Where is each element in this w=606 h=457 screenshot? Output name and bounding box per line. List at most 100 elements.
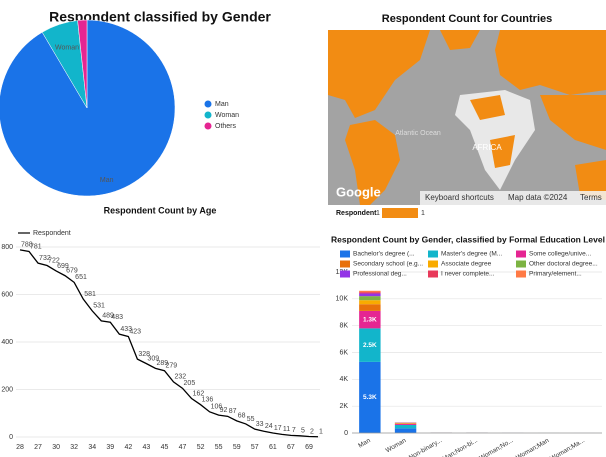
x-tick-label: 34: [88, 444, 96, 451]
slice-label: Man: [100, 177, 114, 184]
data-label: 92: [220, 407, 228, 414]
data-label: 162: [193, 390, 205, 397]
legend-label: Bachelor's degree (...: [353, 251, 415, 258]
x-tick-label: 67: [287, 444, 295, 451]
y-tick-label: 4K: [339, 376, 348, 383]
x-tick-label: Man;Non-bi...: [442, 437, 479, 457]
bar-segment: [359, 300, 381, 305]
x-tick-label: 42: [124, 444, 132, 451]
data-label: 87: [229, 408, 237, 415]
line: [19, 249, 319, 438]
data-label: 232: [175, 374, 187, 381]
data-label: 11: [283, 426, 290, 433]
attribution[interactable]: Keyboard shortcuts: [425, 193, 494, 202]
legend-swatch: [340, 250, 350, 258]
bar-segment: [359, 310, 381, 329]
legend-swatch: [340, 270, 350, 278]
color-scale: [382, 208, 418, 218]
bar-segment: [359, 293, 381, 297]
land: [490, 135, 515, 168]
data-label: 2.5K: [363, 342, 377, 349]
data-label: 483: [111, 314, 123, 321]
pie-slice: [77, 19, 88, 109]
bar-segment: [359, 361, 381, 433]
x-tick-label: 52: [197, 444, 205, 451]
legend-label: Master's degree (M...: [441, 251, 502, 258]
data-label: 289: [156, 360, 168, 367]
legend-swatch: [340, 260, 350, 268]
bar-segment: [394, 423, 417, 425]
data-label: 679: [66, 268, 78, 275]
land: [440, 30, 480, 50]
legend-swatch: [428, 270, 438, 278]
legend-swatch: [516, 250, 526, 258]
x-tick-label: 32: [70, 444, 78, 451]
data-label: 106: [211, 404, 223, 411]
legend-label: Some college/unive...: [529, 251, 591, 258]
land: [328, 30, 430, 118]
x-tick-label: 28: [16, 444, 24, 451]
x-tick-label: 59: [233, 444, 241, 451]
y-tick-label: 0: [9, 434, 13, 441]
x-tick-label: 47: [179, 444, 187, 451]
bar-segment: [394, 423, 417, 424]
data-label: 788: [21, 242, 33, 249]
data-label: 722: [48, 257, 60, 264]
bar-segment: [394, 428, 417, 433]
data-label: 489: [102, 313, 114, 320]
y-tick-label: 0: [344, 430, 348, 437]
data-label: 699: [57, 263, 69, 270]
land: [495, 30, 606, 95]
legend-swatch: [204, 100, 212, 108]
attribution[interactable]: Terms: [580, 193, 602, 202]
x-tick-label: Woman;Ma...: [549, 437, 586, 457]
y-tick-label: 6K: [339, 349, 348, 356]
legend-label: Secondary school (e.g...: [353, 261, 423, 268]
legend-swatch: [516, 260, 526, 268]
region-label: AFRICA: [472, 143, 502, 152]
x-tick-label: 30: [52, 444, 60, 451]
x-tick-label: 27: [34, 444, 42, 451]
y-tick-label: 10K: [336, 296, 349, 303]
bar-segment: [394, 424, 417, 429]
data-label: 423: [129, 328, 141, 335]
legend-title: Respondent: [336, 210, 377, 217]
data-label: 17: [274, 425, 282, 432]
x-tick-label: 69: [305, 444, 313, 451]
data-label: 33: [256, 421, 264, 428]
attribution: Map data ©2024: [508, 193, 568, 202]
slice-label: Woman: [55, 45, 79, 52]
land: [345, 120, 400, 205]
data-label: 531: [93, 303, 105, 310]
data-label: 24: [265, 423, 273, 430]
data-label: 136: [202, 397, 214, 404]
x-tick-label: 55: [215, 444, 223, 451]
y-tick-label: 8K: [339, 323, 348, 330]
data-label: 68: [238, 413, 246, 420]
y-tick-label: 400: [1, 339, 13, 346]
bar-segment: [359, 304, 381, 311]
chart-title: Respondent Count for Countries: [382, 13, 553, 25]
data-label: 309: [147, 355, 159, 362]
land: [575, 160, 606, 200]
x-tick-label: Man: [357, 437, 372, 450]
data-label: 781: [30, 243, 42, 250]
data-label: 328: [138, 351, 150, 358]
bar-segment: [359, 296, 381, 301]
y-tick-label: 800: [1, 244, 13, 251]
map-brand: Google: [336, 184, 381, 199]
x-tick-label: Woman: [385, 437, 408, 454]
attribution-bar: [420, 191, 606, 205]
data-label: 5: [301, 428, 305, 435]
data-label: 1: [319, 429, 323, 436]
legend-swatch: [428, 260, 438, 268]
data-label: 732: [39, 255, 51, 262]
data-label: 433: [120, 326, 132, 333]
y-tick-label: 2K: [339, 403, 348, 410]
legend-swatch: [516, 270, 526, 278]
data-label: 7: [292, 427, 296, 434]
x-tick-label: 39: [106, 444, 114, 451]
map: Atlantic Ocean AFRICA Google Keyboard sh…: [328, 30, 606, 218]
chart-title: Respondent Count by Gender, classified b…: [331, 234, 605, 244]
